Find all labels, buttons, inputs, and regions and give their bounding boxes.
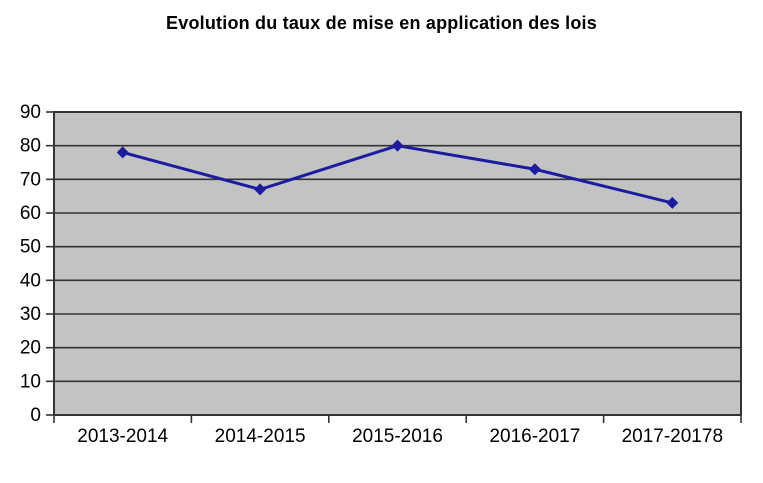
x-axis-label: 2013-2014 [77, 426, 168, 447]
y-axis-label: 50 [20, 237, 41, 258]
y-axis-label: 40 [20, 270, 41, 291]
data-point-marker [391, 139, 404, 152]
y-axis-label: 60 [20, 203, 41, 224]
chart-title: Evolution du taux de mise en application… [166, 13, 597, 33]
y-axis-label: 80 [20, 136, 41, 157]
y-axis-label: 20 [20, 338, 41, 359]
x-axis-label: 2016-2017 [489, 426, 580, 447]
data-point-marker [116, 146, 129, 159]
data-point-marker [528, 163, 541, 176]
y-axis-label: 90 [20, 102, 41, 123]
plot-border [53, 111, 742, 416]
data-point-marker [254, 183, 267, 196]
y-axis-label: 30 [20, 304, 41, 325]
y-axis-label: 70 [20, 169, 41, 190]
y-axis-label: 10 [20, 371, 41, 392]
x-axis-label: 2014-2015 [215, 426, 306, 447]
x-axis-label: 2017-20178 [622, 426, 723, 447]
data-point-marker [666, 196, 679, 209]
x-axis-label: 2015-2016 [352, 426, 443, 447]
y-axis-label: 0 [30, 405, 41, 426]
plot-background [54, 112, 741, 415]
